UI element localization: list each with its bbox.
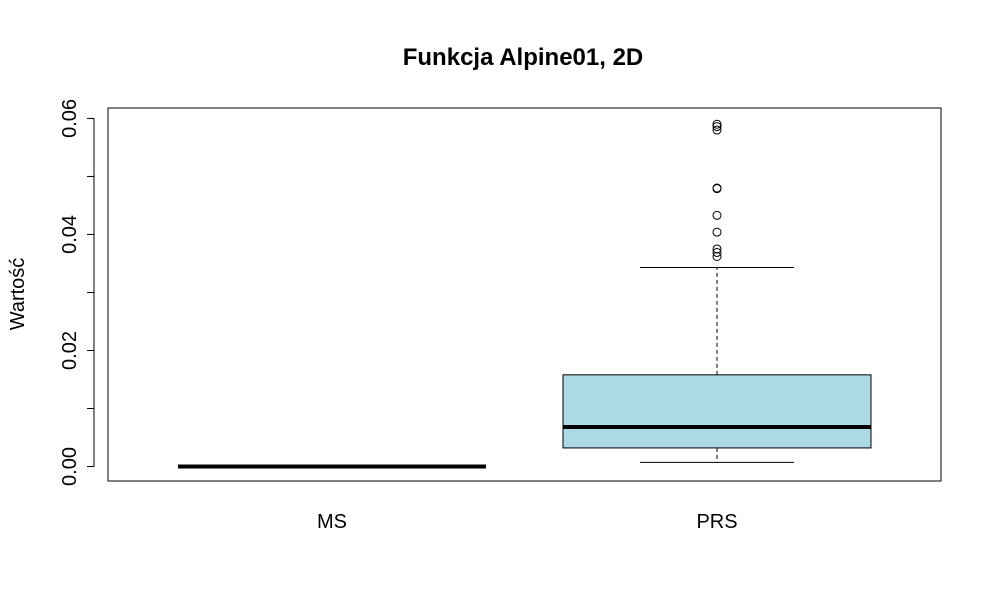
outlier-point [712, 122, 722, 132]
outlier-point [712, 244, 722, 254]
box-prs [562, 119, 872, 463]
chart-title: Funkcja Alpine01, 2D [403, 44, 644, 71]
x-tick-label: MS [317, 511, 347, 533]
x-tick-label: PRS [696, 511, 737, 533]
x-axis: MS PRS [317, 511, 738, 533]
y-axis-label: Wartość [7, 258, 29, 331]
y-tick-label: 0.00 [59, 447, 81, 486]
outlier-point [712, 210, 722, 220]
outlier-point [712, 119, 722, 129]
iqr-box [562, 374, 872, 449]
outlier-point [712, 247, 722, 257]
outlier-point [712, 125, 722, 135]
y-axis: 0.00 0.02 0.04 0.06 [59, 99, 95, 486]
plot-area-frame [107, 107, 942, 482]
y-tick-label: 0.04 [59, 215, 81, 254]
y-tick-label: 0.02 [59, 331, 81, 370]
boxes-layer [178, 119, 872, 469]
y-tick-label: 0.06 [59, 99, 81, 138]
outlier-point [712, 227, 722, 237]
outlier-point [712, 183, 722, 193]
